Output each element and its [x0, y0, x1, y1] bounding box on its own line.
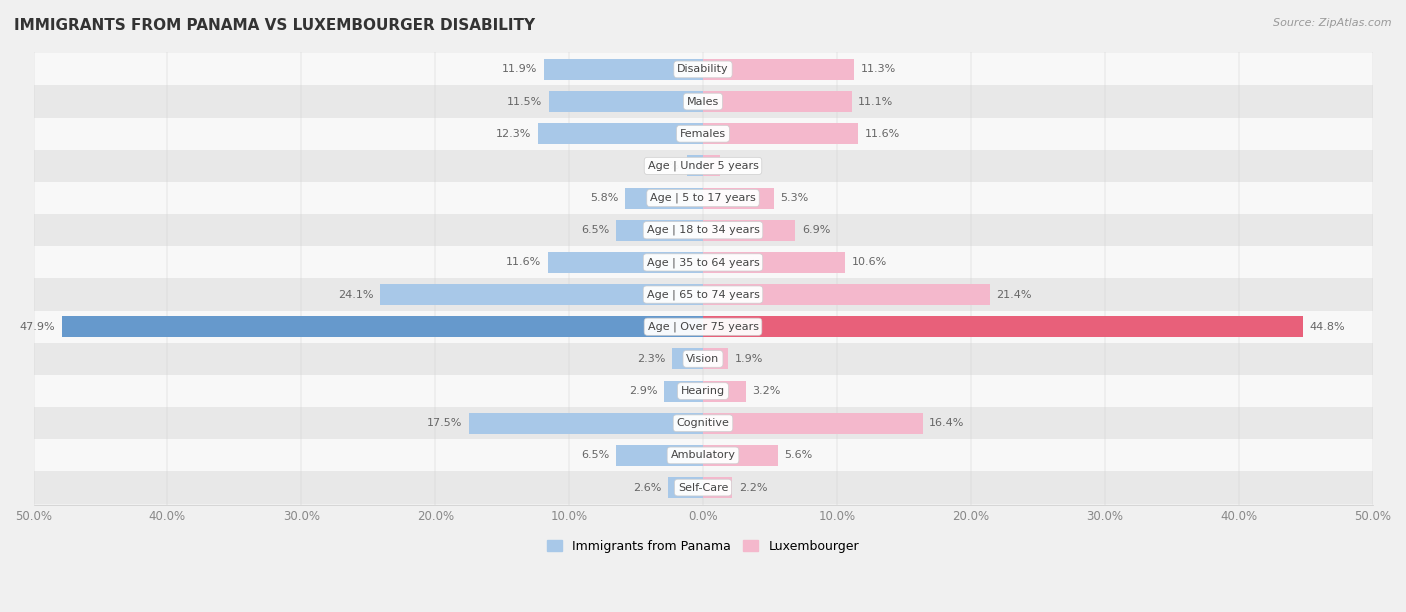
Bar [468, 412, 703, 434]
Text: 2.2%: 2.2% [740, 483, 768, 493]
Text: Age | 5 to 17 years: Age | 5 to 17 years [650, 193, 756, 203]
Text: 11.1%: 11.1% [858, 97, 894, 106]
Text: 11.3%: 11.3% [860, 64, 896, 75]
Text: Age | 65 to 74 years: Age | 65 to 74 years [647, 289, 759, 300]
Text: 11.5%: 11.5% [508, 97, 543, 106]
Bar [668, 477, 703, 498]
Text: Cognitive: Cognitive [676, 418, 730, 428]
Bar [34, 150, 1372, 182]
Text: 47.9%: 47.9% [20, 322, 55, 332]
Text: Females: Females [681, 129, 725, 139]
Bar [703, 252, 845, 273]
Bar [380, 284, 703, 305]
Text: 5.3%: 5.3% [780, 193, 808, 203]
Text: 3.2%: 3.2% [752, 386, 780, 396]
Bar [544, 59, 703, 80]
Bar [703, 59, 855, 80]
Bar [34, 407, 1372, 439]
Bar [34, 86, 1372, 118]
Text: 1.9%: 1.9% [735, 354, 763, 364]
Text: Males: Males [688, 97, 718, 106]
Bar [34, 278, 1372, 311]
Bar [34, 471, 1372, 504]
Text: 2.3%: 2.3% [637, 354, 665, 364]
Bar [548, 252, 703, 273]
Text: Age | 18 to 34 years: Age | 18 to 34 years [647, 225, 759, 236]
Text: 1.3%: 1.3% [727, 161, 755, 171]
Text: 6.5%: 6.5% [581, 450, 609, 460]
Bar [703, 155, 720, 176]
Bar [703, 477, 733, 498]
Bar [34, 246, 1372, 278]
Bar [34, 118, 1372, 150]
Bar [703, 220, 796, 241]
Text: 5.6%: 5.6% [785, 450, 813, 460]
Bar [34, 439, 1372, 471]
Text: 6.5%: 6.5% [581, 225, 609, 235]
Bar [703, 381, 745, 401]
Text: 5.8%: 5.8% [591, 193, 619, 203]
Text: Self-Care: Self-Care [678, 483, 728, 493]
Bar [703, 445, 778, 466]
Bar [703, 188, 773, 209]
Text: 2.9%: 2.9% [628, 386, 658, 396]
Bar [34, 311, 1372, 343]
Legend: Immigrants from Panama, Luxembourger: Immigrants from Panama, Luxembourger [541, 535, 865, 558]
Bar [626, 188, 703, 209]
Bar [34, 214, 1372, 246]
Text: 16.4%: 16.4% [929, 418, 965, 428]
Text: 11.9%: 11.9% [502, 64, 537, 75]
Text: 21.4%: 21.4% [997, 289, 1032, 300]
Text: 6.9%: 6.9% [801, 225, 831, 235]
Text: Age | 35 to 64 years: Age | 35 to 64 years [647, 257, 759, 267]
Text: Age | Under 5 years: Age | Under 5 years [648, 161, 758, 171]
Text: 44.8%: 44.8% [1309, 322, 1346, 332]
Text: 11.6%: 11.6% [506, 258, 541, 267]
Bar [703, 412, 922, 434]
Text: Source: ZipAtlas.com: Source: ZipAtlas.com [1274, 18, 1392, 28]
Text: Disability: Disability [678, 64, 728, 75]
Text: Age | Over 75 years: Age | Over 75 years [648, 321, 758, 332]
Bar [703, 316, 1303, 337]
Text: 2.6%: 2.6% [633, 483, 661, 493]
Bar [62, 316, 703, 337]
Text: 10.6%: 10.6% [852, 258, 887, 267]
Bar [34, 375, 1372, 407]
Bar [703, 91, 852, 112]
Text: 1.2%: 1.2% [652, 161, 681, 171]
Bar [538, 123, 703, 144]
Bar [703, 123, 858, 144]
Text: 17.5%: 17.5% [426, 418, 463, 428]
Text: Hearing: Hearing [681, 386, 725, 396]
Bar [703, 284, 990, 305]
Text: Ambulatory: Ambulatory [671, 450, 735, 460]
Bar [34, 182, 1372, 214]
Text: 24.1%: 24.1% [337, 289, 374, 300]
Text: 12.3%: 12.3% [496, 129, 531, 139]
Text: IMMIGRANTS FROM PANAMA VS LUXEMBOURGER DISABILITY: IMMIGRANTS FROM PANAMA VS LUXEMBOURGER D… [14, 18, 536, 34]
Bar [703, 348, 728, 370]
Bar [548, 91, 703, 112]
Bar [616, 445, 703, 466]
Text: Vision: Vision [686, 354, 720, 364]
Bar [688, 155, 703, 176]
Bar [664, 381, 703, 401]
Bar [34, 343, 1372, 375]
Bar [672, 348, 703, 370]
Bar [616, 220, 703, 241]
Bar [34, 53, 1372, 86]
Text: 11.6%: 11.6% [865, 129, 900, 139]
